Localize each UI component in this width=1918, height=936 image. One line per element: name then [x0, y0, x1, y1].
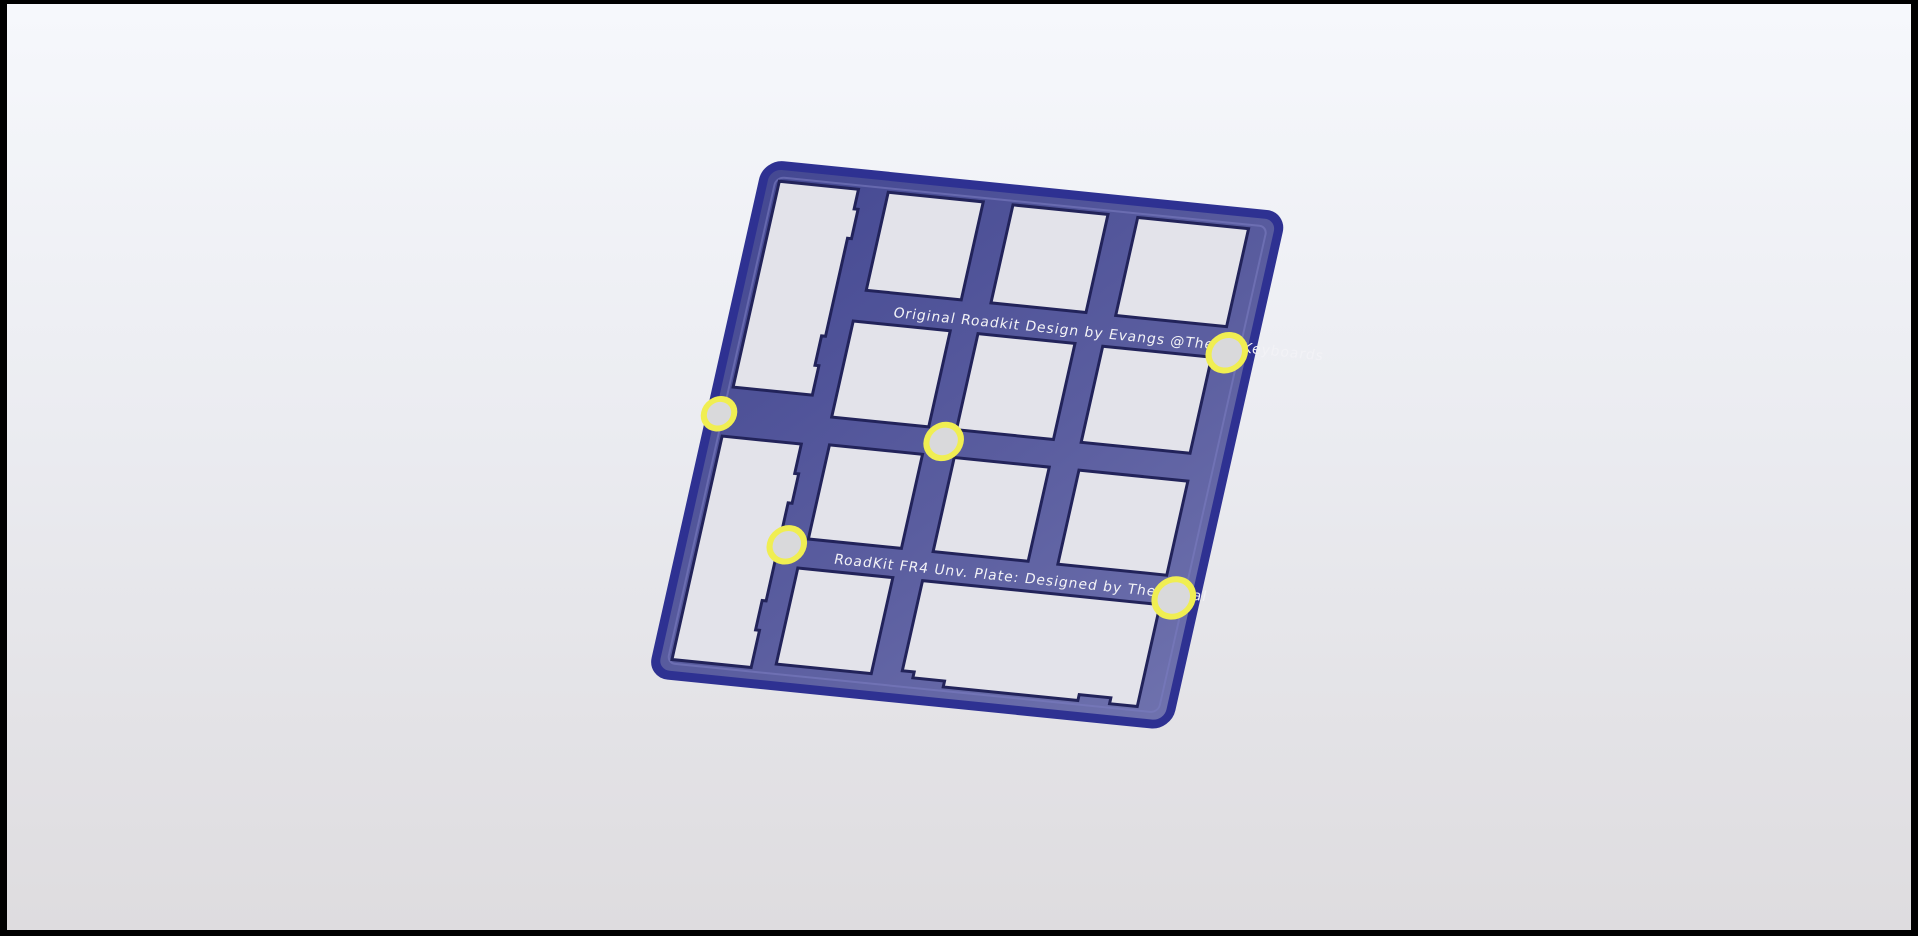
cutout-r1-c2: [989, 203, 1110, 315]
cutout-r4-c1: [774, 566, 895, 676]
mounting-hole-left: [700, 395, 738, 432]
cutout-left-top: [731, 179, 861, 397]
cutout-r1-c1: [864, 190, 986, 302]
cutout-r3-c2: [931, 455, 1052, 563]
pcb-plate-render: Original Roadkit Design by Evangs @TheVa…: [651, 161, 1326, 729]
cutout-r3-c3: [1056, 468, 1190, 577]
cutout-r2-c3: [1079, 344, 1214, 455]
cutout-r2-c2: [954, 332, 1077, 442]
mounting-hole-center: [923, 421, 964, 462]
mounting-hole-lower-right: [1151, 576, 1197, 620]
cutout-r4-wide: [900, 578, 1162, 709]
cutout-r3-c1: [806, 443, 925, 551]
cutout-r1-c3: [1113, 215, 1251, 329]
3d-viewer-canvas[interactable]: Original Roadkit Design by Evangs @TheVa…: [7, 4, 1911, 930]
cutout-r2-c1: [829, 319, 953, 429]
mounting-hole-top-right: [1205, 332, 1249, 374]
mounting-hole-lower-left: [766, 525, 808, 565]
cutout-left-bottom: [670, 434, 804, 670]
